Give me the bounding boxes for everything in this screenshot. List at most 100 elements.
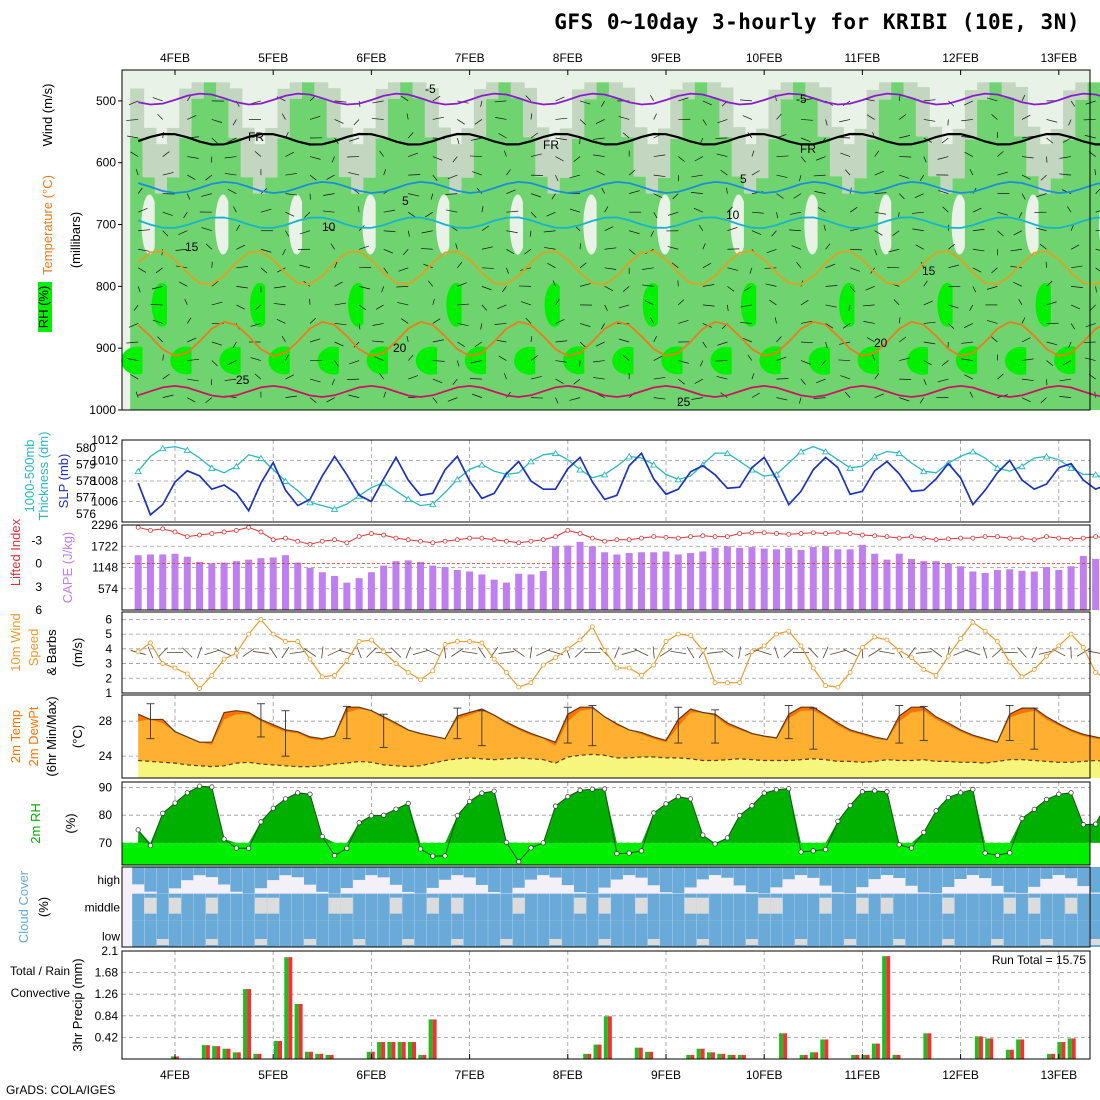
wind-barb — [379, 373, 384, 380]
wind-barb — [299, 264, 311, 269]
surface-wind-barb — [536, 649, 551, 656]
wind-barb — [650, 94, 655, 102]
lifted-index-marker — [847, 531, 853, 536]
middle-cloud-bar — [1015, 893, 1028, 921]
wind-barb — [678, 156, 685, 162]
cape-bar — [515, 573, 523, 610]
wind-speed-marker — [504, 669, 509, 675]
wind-speed-marker — [172, 665, 178, 671]
wind-speed-marker — [356, 639, 362, 644]
wind-barb — [457, 303, 470, 306]
rh-moist-shade — [400, 82, 415, 410]
wind-barb — [751, 392, 760, 398]
thickness-marker — [1067, 464, 1075, 471]
wind-barb — [1062, 360, 1072, 366]
middle-cloud-bar — [893, 893, 906, 921]
precip-tick-label: 1.68 — [95, 966, 119, 980]
rh-mid-shade — [1075, 82, 1090, 100]
lifted-index-marker — [602, 538, 608, 544]
high-cloud-bar — [230, 867, 243, 892]
precip-convective-bar — [381, 1042, 386, 1059]
cape-bar — [785, 547, 793, 610]
low-cloud-bar — [463, 920, 476, 947]
rh-marker — [773, 787, 780, 793]
wind-barb — [326, 397, 335, 403]
wind-barb — [432, 298, 435, 306]
wind-barb — [1021, 156, 1034, 159]
precip-convective-bar — [824, 1039, 829, 1059]
wind-barb — [375, 304, 384, 310]
wind-barb — [653, 397, 666, 400]
surface-wind-barb — [356, 646, 362, 659]
wind-speed-marker — [540, 662, 546, 668]
wind-barb — [618, 304, 630, 309]
wind-barb — [969, 304, 974, 311]
wind-barb — [555, 397, 559, 404]
wind-barb — [457, 119, 465, 125]
wind-barb — [383, 209, 396, 213]
lifted-index-tick-label: -3 — [31, 533, 42, 547]
wind-barb — [1090, 304, 1096, 311]
cape-bar — [908, 558, 915, 610]
low-cloud-gap — [745, 939, 758, 945]
wind-barb — [162, 230, 169, 237]
rh-marker — [798, 849, 804, 855]
isotherm-0 — [137, 132, 1100, 146]
rh-moist-shade — [1050, 178, 1065, 410]
middle-cloud-bar — [463, 893, 476, 921]
middle-cloud-gap — [819, 897, 832, 914]
wind-speed-marker — [982, 628, 988, 634]
thickness-tick-label: 580 — [76, 441, 96, 455]
wind-barb — [353, 341, 360, 348]
low-cloud-gap — [795, 939, 808, 945]
wind-barb — [1095, 286, 1097, 293]
low-cloud-bar — [574, 920, 587, 947]
rh-moist-shade — [780, 99, 795, 410]
lifted-index-marker — [442, 538, 448, 544]
wind-barb — [260, 208, 272, 213]
wind-barb — [138, 208, 148, 213]
wind-speed-marker — [283, 639, 288, 644]
precip-total-bar — [253, 1053, 258, 1059]
wind-speed-marker — [921, 667, 927, 672]
temp-units-label: (°C) — [70, 725, 85, 748]
rh-mid-shade — [854, 128, 869, 179]
rh-mid-shade — [522, 87, 537, 138]
high-cloud-bar — [966, 867, 979, 876]
wind-barb — [309, 174, 317, 181]
wind-barb — [791, 245, 802, 250]
wind-barb — [555, 156, 564, 162]
wind-barb — [991, 267, 998, 274]
wind-barb — [840, 152, 851, 157]
lifted-index-marker — [209, 531, 215, 536]
wind-barb — [694, 378, 703, 384]
low-cloud-gap — [451, 939, 464, 945]
rh-mid-shade — [338, 127, 353, 178]
middle-cloud-bar — [230, 893, 243, 921]
high-cloud-bar — [844, 867, 857, 894]
wind-speed-marker — [160, 661, 166, 666]
precip-total-bar — [315, 1053, 320, 1059]
top-day-label: 8FEB — [553, 51, 583, 65]
wind-barb — [276, 318, 286, 324]
precip-convective-bar — [412, 1042, 416, 1059]
wind-barb — [211, 301, 223, 306]
wind-barb — [530, 193, 542, 198]
rh-mid-shade — [977, 82, 992, 100]
rh-mid-shade — [461, 128, 476, 178]
wind-barb — [1070, 224, 1074, 231]
wind-speed-marker — [700, 647, 706, 653]
middle-cloud-gap — [144, 897, 157, 914]
middle-cloud-bar — [156, 893, 169, 921]
wind-speed-marker — [344, 658, 350, 663]
high-cloud-bar — [795, 867, 808, 876]
wind-barb — [447, 397, 458, 402]
wind-barb — [622, 355, 630, 361]
lifted-index-tick-label: 3 — [35, 580, 42, 594]
wind-barb — [874, 373, 880, 380]
wind-barb — [309, 338, 321, 343]
rh-marker — [994, 852, 1000, 858]
wind-barb — [187, 115, 197, 120]
wind-barb — [667, 211, 679, 216]
precip-convective-bar — [257, 1053, 262, 1059]
